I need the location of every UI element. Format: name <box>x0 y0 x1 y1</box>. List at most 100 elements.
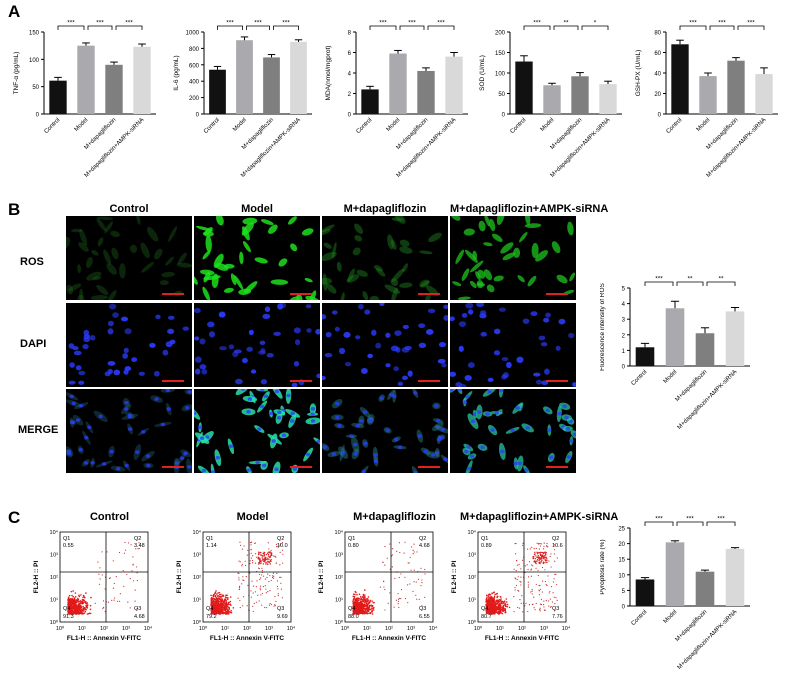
flow-event-dot <box>492 612 495 615</box>
flow-event-dot <box>412 590 414 592</box>
flow-event-dot <box>496 592 499 595</box>
micrograph-cells <box>66 389 192 473</box>
flow-event-dot <box>356 608 358 611</box>
flow-event-dot <box>274 595 276 598</box>
flow-event-dot <box>367 599 369 602</box>
flow-event-dot <box>497 608 500 611</box>
chart-tnf-sig-label: *** <box>67 20 75 27</box>
flow-event-dot <box>70 590 73 593</box>
chart-sod-ytick-label: 200 <box>495 31 506 37</box>
flow-ytick-label: 10¹ <box>193 598 201 604</box>
flow-event-dot <box>275 562 277 564</box>
flow-event-dot <box>261 570 263 572</box>
flow-event-dot <box>495 606 498 608</box>
flow-event-dot <box>255 586 257 588</box>
flow-event-dot <box>90 596 92 599</box>
flow-xtick-label: 10⁰ <box>474 625 483 632</box>
flow-event-dot <box>68 598 71 600</box>
flow-event-dot <box>552 581 555 583</box>
flow-event-dot <box>487 599 490 601</box>
flow-event-dot <box>361 603 363 605</box>
flow-event-dot <box>539 608 541 611</box>
flow-event-dot <box>540 554 542 556</box>
flow-event-dot <box>362 596 364 599</box>
scale-bar <box>546 380 568 382</box>
flow-event-dot <box>216 601 218 603</box>
flow-event-dot <box>353 604 356 607</box>
flow-event-dot <box>420 567 422 569</box>
flow-event-dot <box>352 593 355 595</box>
flow-q2-value: 3.48 <box>134 543 145 549</box>
flow-event-dot <box>106 551 108 553</box>
flow-event-dot <box>360 597 362 599</box>
flow-event-dot <box>123 552 126 554</box>
flow-event-dot <box>518 607 521 609</box>
flow-event-dot <box>372 609 375 611</box>
flow-event-dot <box>68 594 71 597</box>
flow-event-dot <box>277 594 279 597</box>
chart-gsh-sig-bracket <box>679 25 707 30</box>
flow-event-dot <box>84 610 87 613</box>
flow-event-dot <box>524 565 526 567</box>
flow-event-dot <box>371 610 373 613</box>
micrograph-cells <box>322 389 448 473</box>
flow-event-dot <box>485 606 488 609</box>
chart-gsh-sig-label: *** <box>718 20 726 27</box>
flow-event-dot <box>534 553 536 555</box>
flow-event-dot <box>228 607 230 609</box>
chart-gsh-bar <box>755 74 773 114</box>
flow-event-dot <box>138 542 140 544</box>
flow-event-dot <box>361 604 364 607</box>
flow-event-dot <box>514 553 517 555</box>
flow-event-dot <box>519 599 521 601</box>
flow-event-dot <box>229 603 232 605</box>
micrograph-merge-dapagliflozin <box>322 389 448 473</box>
flow-event-dot <box>239 561 241 563</box>
flow-event-dot <box>83 596 86 599</box>
flow-event-dot <box>543 558 545 560</box>
flow-event-dot <box>496 595 499 598</box>
flow-event-dot <box>417 578 420 580</box>
flow-event-dot <box>546 561 548 564</box>
micro-row-header-dapi: DAPI <box>20 338 47 350</box>
flow-event-dot <box>360 612 362 615</box>
flow-event-dot <box>358 599 360 602</box>
flow-event-dot <box>116 600 119 602</box>
flow-event-dot <box>407 562 409 564</box>
flow-event-dot <box>371 606 373 608</box>
flow-event-dot <box>503 600 506 603</box>
flow-event-dot <box>238 579 240 581</box>
flow-event-dot <box>218 594 221 596</box>
flow-event-dot <box>553 549 556 551</box>
chart-ros-sig-label: ** <box>687 276 693 283</box>
chart-pyro-sig-bracket <box>706 521 736 526</box>
micrograph-merge-control <box>66 389 192 473</box>
flow-event-dot <box>74 612 77 614</box>
flow-event-dot <box>537 569 539 571</box>
flow-event-dot <box>400 598 402 600</box>
flow-event-dot <box>361 610 364 612</box>
flow-event-dot <box>404 541 406 543</box>
flow-event-dot <box>225 601 228 604</box>
flow-event-dot <box>239 606 241 609</box>
flow-xtick-label: 10¹ <box>363 626 371 632</box>
flow-event-dot <box>220 593 222 596</box>
micrograph-merge-ampk-sirna <box>450 389 576 473</box>
flow-event-dot <box>265 607 268 609</box>
flow-title-control: Control <box>89 511 130 523</box>
chart-sod-sig-bracket <box>581 25 609 30</box>
chart-il6-ytick-label: 200 <box>189 96 200 102</box>
flow-event-dot <box>212 600 215 602</box>
flow-event-dot <box>536 556 538 559</box>
flow-event-dot <box>353 611 356 614</box>
flow-event-dot <box>229 600 232 603</box>
flow-event-dot <box>360 608 363 611</box>
flow-event-dot <box>384 564 386 566</box>
flow-event-dot <box>225 604 228 607</box>
flow-event-dot <box>503 601 505 604</box>
chart-il6-sig-bracket <box>273 25 299 30</box>
flow-event-dot <box>540 598 543 600</box>
flow-event-dot <box>77 600 79 603</box>
flow-event-dot <box>228 601 230 604</box>
flow-event-dot <box>276 572 278 574</box>
